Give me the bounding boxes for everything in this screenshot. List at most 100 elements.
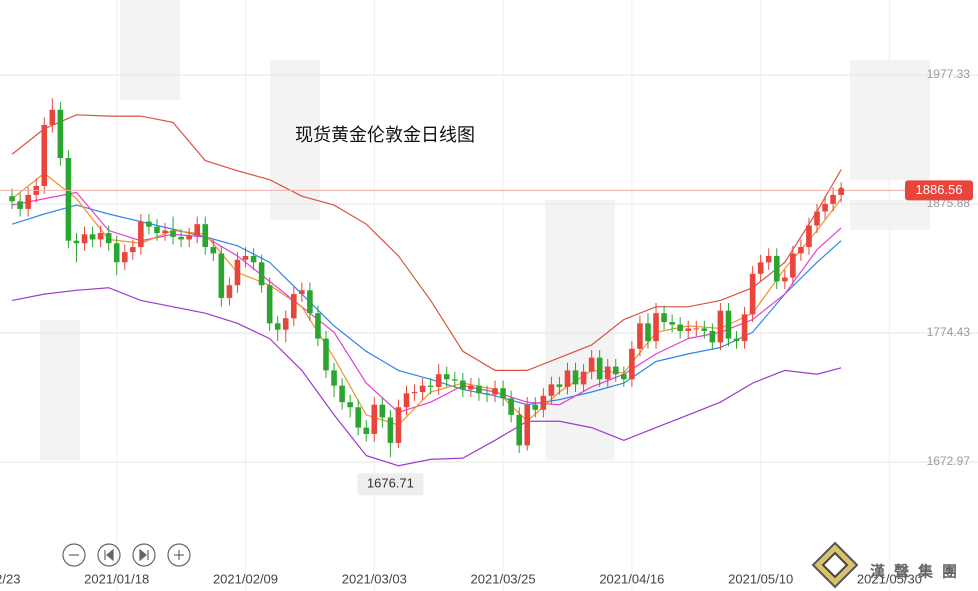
candle-body [339, 385, 345, 403]
candle-body [178, 236, 184, 240]
candle-body [443, 374, 450, 380]
candle-body [250, 255, 257, 263]
candle-body [492, 388, 498, 395]
next-button[interactable] [132, 543, 156, 567]
candle-body [186, 235, 192, 240]
candle-body [25, 194, 31, 209]
candle-body [548, 384, 555, 396]
candle-body [556, 384, 563, 387]
candle-body [146, 221, 152, 227]
x-tick-label: 2021/05/30 [857, 571, 922, 586]
candle-body [242, 255, 249, 260]
candle-body [460, 380, 466, 390]
x-tick-label: 2021/02/09 [213, 571, 278, 586]
candle-body [170, 230, 176, 237]
last-price-dot [838, 187, 845, 194]
candle-body [202, 224, 209, 248]
candle-body [830, 194, 836, 204]
candle-body [266, 285, 273, 324]
candle-body [427, 385, 434, 387]
candle-body [154, 226, 160, 234]
candle-body [725, 310, 732, 339]
candle-body [379, 404, 386, 418]
candle-body [282, 318, 289, 330]
indicator-line [11, 191, 842, 414]
candle-body [218, 253, 225, 298]
candle-body [307, 290, 313, 314]
candle-body [194, 224, 201, 236]
candle-body [468, 385, 474, 390]
candle-body [612, 366, 619, 375]
candle-body [653, 313, 659, 342]
candle-body [693, 328, 700, 330]
zoom-in-button[interactable] [167, 543, 191, 567]
candle-body [403, 393, 410, 408]
candle-body [508, 398, 514, 415]
candle-body [41, 124, 48, 187]
candle-body [130, 247, 136, 253]
candle-body [822, 203, 828, 212]
candle-body [395, 407, 402, 443]
candle-body [17, 201, 23, 209]
candle-body [733, 338, 740, 342]
candle-body [226, 285, 233, 298]
candle-body [363, 427, 370, 434]
candle-body [782, 277, 788, 282]
candle-body [765, 255, 772, 263]
last-price-label: 1886.56 [916, 182, 963, 197]
candle-body [798, 247, 804, 254]
zoom-out-button[interactable] [62, 543, 86, 567]
candle-body [484, 393, 490, 395]
candle-body [596, 357, 603, 380]
candle-body [355, 407, 361, 428]
logo-text: 漢聲集團 [870, 563, 966, 581]
candle-body [516, 414, 522, 446]
indicator-lines [11, 114, 842, 467]
x-tick-label: 2021/05/10 [728, 571, 793, 586]
candle-body [97, 233, 104, 240]
candle-body [685, 328, 692, 331]
candle-body [476, 385, 482, 394]
candle-body [572, 370, 579, 385]
candle-body [411, 392, 418, 394]
candle-body [773, 255, 780, 282]
indicator-line [11, 287, 842, 467]
x-tick-label: 2021/03/25 [471, 571, 536, 586]
candle-body [645, 323, 651, 342]
prev-button[interactable] [97, 543, 121, 567]
candle-body [717, 310, 724, 343]
candle-body [299, 290, 305, 295]
candle-body [121, 252, 128, 263]
y-tick-label: 1977.33 [927, 67, 971, 81]
y-tick-label: 1774.43 [927, 325, 971, 339]
indicator-line [11, 114, 842, 371]
zoom-controls [62, 543, 191, 567]
candle-body [629, 348, 635, 380]
candle-body [451, 379, 458, 381]
candle-body [790, 253, 796, 278]
candle-body [234, 259, 241, 286]
candle-body [701, 328, 708, 331]
candle-body [274, 323, 281, 330]
candle-body [162, 230, 168, 234]
candles [9, 98, 844, 458]
candle-body [621, 374, 627, 380]
candle-body [757, 262, 764, 274]
candle-body [564, 370, 571, 387]
candle-body [580, 371, 587, 385]
candle-body [669, 322, 675, 325]
candle-body [741, 314, 748, 342]
candle-body [814, 211, 820, 226]
candle-body [435, 374, 442, 387]
x-tick-label: 2021/03/03 [342, 571, 407, 586]
candle-body [210, 247, 217, 254]
candle-body [806, 225, 812, 248]
candle-body [588, 357, 595, 372]
chart-title: 现货黄金伦敦金日线图 [295, 125, 475, 146]
logo: 漢聲集團 [811, 541, 966, 589]
candle-body [113, 243, 120, 263]
candle-body [661, 313, 667, 323]
watermark [40, 0, 930, 460]
